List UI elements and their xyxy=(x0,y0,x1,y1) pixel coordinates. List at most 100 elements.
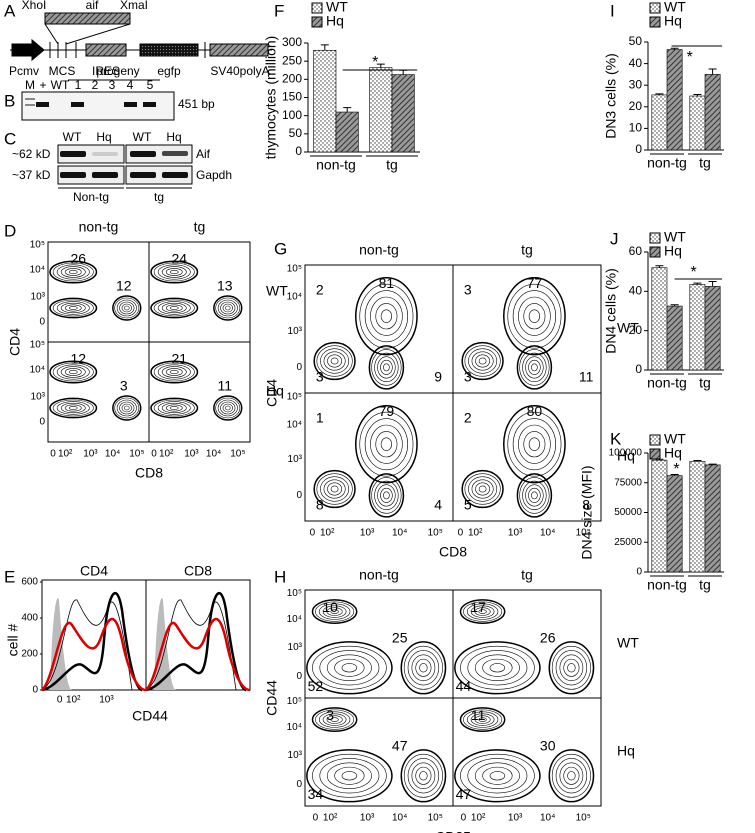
y-tick-label: 40 xyxy=(629,56,643,70)
contour xyxy=(518,296,551,336)
row-title: Hq xyxy=(266,383,284,399)
y-tick-label: 10³ xyxy=(31,292,46,303)
y-tick-label: 200 xyxy=(282,72,302,86)
legend-swatch xyxy=(649,232,661,244)
contour xyxy=(528,487,541,503)
gate-value: 12 xyxy=(71,351,87,367)
error-bar xyxy=(708,463,717,465)
contour xyxy=(119,301,135,315)
contour xyxy=(165,368,183,376)
gate-value: 8 xyxy=(582,496,590,512)
x-tick-label: 10⁵ xyxy=(576,528,591,539)
gate-value: 34 xyxy=(308,786,324,802)
construct-label: aif xyxy=(86,0,99,12)
axis-label: CD4 xyxy=(7,328,23,356)
bar xyxy=(666,475,683,573)
contour xyxy=(64,368,82,376)
row-title: WT xyxy=(266,283,288,299)
contour xyxy=(330,357,339,365)
x-tick-label: 10² xyxy=(323,813,338,824)
contour xyxy=(319,758,380,794)
x-tick-label: non-tg xyxy=(647,375,687,391)
contour xyxy=(320,348,350,374)
contour xyxy=(464,473,501,505)
contour xyxy=(512,290,557,343)
x-tick-label: 10⁵ xyxy=(230,449,245,460)
marker: ~62 kD xyxy=(12,147,51,161)
x-tick-label: 10³ xyxy=(508,813,523,824)
contour xyxy=(56,401,90,415)
y-tick-label: 10⁴ xyxy=(287,420,302,431)
y-tick-label: 40 xyxy=(629,284,643,298)
x-tick-label: 10² xyxy=(66,695,81,706)
contour xyxy=(56,264,90,280)
gate-value: 3 xyxy=(464,281,472,297)
contour xyxy=(220,401,236,415)
x-tick-label: 10² xyxy=(468,528,483,539)
contour xyxy=(460,645,535,690)
contour xyxy=(523,303,546,330)
gate xyxy=(311,599,358,625)
gate-value: 25 xyxy=(392,629,408,645)
error-bar xyxy=(343,107,352,113)
axis-label: CD8 xyxy=(135,465,163,481)
panel-letter: K xyxy=(610,429,622,448)
contour xyxy=(121,403,132,413)
contour xyxy=(380,487,393,503)
y-tick-label: 400 xyxy=(21,613,38,624)
contour xyxy=(161,366,187,378)
contour xyxy=(161,302,187,314)
contour xyxy=(165,304,183,312)
y-tick-label: 10³ xyxy=(288,750,303,761)
contour xyxy=(380,309,393,323)
x-tick-label: 10⁴ xyxy=(392,813,407,824)
gate-value: 17 xyxy=(470,599,486,615)
y-tick-label: 10⁵ xyxy=(30,240,45,251)
gate xyxy=(150,260,199,284)
gate xyxy=(306,749,393,803)
contour xyxy=(153,262,195,282)
contour xyxy=(326,654,372,682)
gate-value: 3 xyxy=(326,707,334,723)
panel-letter: A xyxy=(4,1,16,20)
contour xyxy=(380,437,393,451)
y-tick-label: 600 xyxy=(21,577,38,588)
contour xyxy=(555,758,588,794)
contour xyxy=(326,762,372,790)
gate xyxy=(503,405,566,484)
construct-label: Pcmv xyxy=(9,64,39,78)
contour xyxy=(519,349,550,386)
contour xyxy=(323,479,346,499)
construct-label: XmaI xyxy=(120,0,148,12)
contour xyxy=(60,402,86,414)
axis-label: CD44 xyxy=(264,680,280,716)
error-bar xyxy=(655,265,664,268)
contour xyxy=(316,473,353,505)
contour xyxy=(157,264,191,280)
gate-value: 26 xyxy=(540,629,556,645)
gate-value: 47 xyxy=(392,737,408,753)
contour xyxy=(375,431,398,458)
gate-value: 21 xyxy=(172,351,188,367)
contour xyxy=(551,753,591,798)
x-tick-label: 0 xyxy=(151,449,157,460)
error-bar xyxy=(693,459,702,462)
contour xyxy=(518,424,551,464)
panel-letter: H xyxy=(274,567,286,586)
legend-label: WT xyxy=(664,431,686,447)
contour xyxy=(383,491,390,500)
contour xyxy=(468,348,498,374)
bar xyxy=(666,49,683,151)
contour xyxy=(463,601,503,622)
contour xyxy=(528,309,541,323)
lane-label: 4 xyxy=(127,78,134,92)
gate xyxy=(461,341,504,381)
contour xyxy=(466,603,499,620)
panel-letter: G xyxy=(274,239,287,258)
lane-label: 3 xyxy=(109,78,116,92)
bar xyxy=(335,111,359,153)
x-tick-label: tg xyxy=(386,157,398,173)
gate-value: 11 xyxy=(471,707,486,723)
x-tick-label: 10⁵ xyxy=(576,813,591,824)
error-bar xyxy=(670,304,679,307)
